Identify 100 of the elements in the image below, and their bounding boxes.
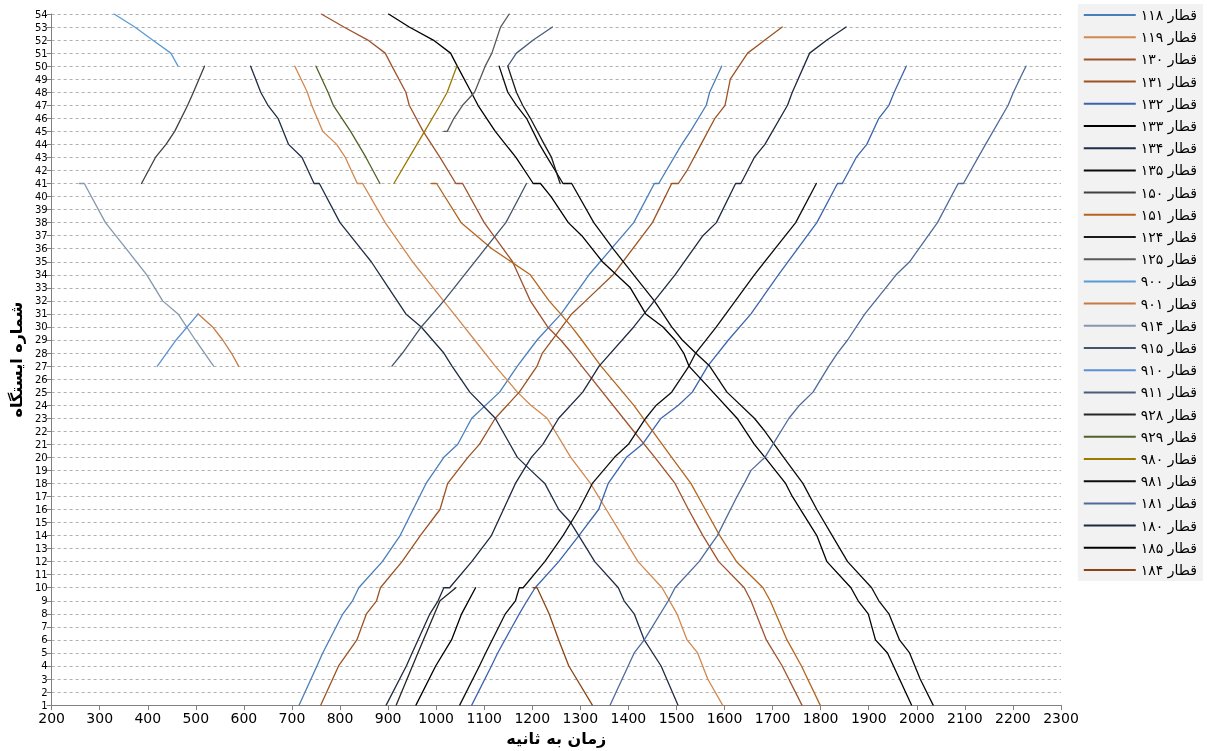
y-tick-label: 45 xyxy=(34,125,48,137)
legend-label: قطار ۱۸۱ xyxy=(1140,495,1198,513)
y-tick-label: 36 xyxy=(34,243,48,255)
legend-label: قطار ۱۳۰ xyxy=(1140,51,1198,69)
y-tick-label: 10 xyxy=(34,582,48,594)
y-tick-label: 52 xyxy=(34,34,48,46)
y-tick-label: 40 xyxy=(34,191,48,203)
y-tick-label: 5 xyxy=(41,647,48,659)
y-tick-label: 42 xyxy=(34,164,48,176)
y-axis-title: شماره ایستگاه xyxy=(6,301,26,418)
y-tick-label: 6 xyxy=(41,634,48,646)
y-tick-label: 20 xyxy=(34,451,48,463)
y-tick-label: 38 xyxy=(34,217,48,229)
y-tick-label: 53 xyxy=(34,21,48,33)
y-tick-label: 44 xyxy=(34,138,48,150)
legend-label: قطار ۹۱۰ xyxy=(1140,362,1198,380)
legend-label: قطار ۹۲۹ xyxy=(1140,428,1198,446)
y-tick-label: 9 xyxy=(41,595,48,607)
x-axis-title: زمان به ثانیه xyxy=(506,728,607,748)
x-tick-label: 600 xyxy=(230,710,258,727)
y-tick-label: 19 xyxy=(34,464,48,476)
x-tick-label: 1900 xyxy=(850,710,887,727)
x-tick-label: 1200 xyxy=(514,710,551,727)
x-tick-label: 1100 xyxy=(466,710,503,727)
y-tick-label: 29 xyxy=(34,334,48,346)
x-tick-label: 700 xyxy=(278,710,306,727)
y-tick-label: 4 xyxy=(41,660,48,672)
y-tick-label: 1 xyxy=(41,699,48,711)
y-tick-label: 12 xyxy=(34,556,48,568)
x-tick-label: 1400 xyxy=(610,710,647,727)
legend-label: قطار ۱۱۸ xyxy=(1140,7,1198,24)
x-tick-label: 500 xyxy=(182,710,210,727)
y-tick-label: 54 xyxy=(34,8,48,20)
legend-label: قطار ۱۲۴ xyxy=(1140,229,1198,246)
y-tick-label: 30 xyxy=(34,321,48,333)
y-tick-label: 25 xyxy=(34,386,48,398)
y-tick-label: 28 xyxy=(34,347,48,359)
y-tick-label: 14 xyxy=(34,530,48,542)
y-tick-label: 35 xyxy=(34,256,48,268)
x-tick-label: 1000 xyxy=(418,710,454,727)
x-tick-label: 1600 xyxy=(706,710,743,727)
y-tick-label: 49 xyxy=(34,73,48,85)
legend-label: قطار ۱۸۴ xyxy=(1140,562,1198,579)
x-tick-label: 2300 xyxy=(1043,710,1079,727)
y-tick-label: 31 xyxy=(34,308,48,320)
y-tick-label: 3 xyxy=(41,673,48,685)
legend-label: قطار ۹۱۵ xyxy=(1140,340,1198,357)
y-tick-label: 51 xyxy=(34,47,48,59)
legend-label: قطار ۱۱۹ xyxy=(1140,29,1198,47)
y-tick-label: 47 xyxy=(34,99,48,111)
y-tick-label: 2 xyxy=(41,686,48,698)
y-tick-label: 43 xyxy=(34,151,48,163)
y-tick-label: 46 xyxy=(34,112,48,124)
y-tick-label: 13 xyxy=(34,543,48,555)
legend-label: قطار ۹۸۰ xyxy=(1140,451,1198,468)
y-tick-label: 39 xyxy=(34,204,48,216)
y-tick-label: 8 xyxy=(41,608,48,620)
y-tick-label: 41 xyxy=(34,178,48,190)
legend-label: قطار ۹۱۱ xyxy=(1140,384,1198,402)
y-tick-label: 7 xyxy=(41,621,48,633)
x-tick-label: 1500 xyxy=(658,710,695,727)
legend-label: قطار ۱۸۰ xyxy=(1140,517,1198,535)
x-tick-label: 400 xyxy=(134,710,162,727)
x-tick-label: 1800 xyxy=(802,710,839,727)
y-tick-label: 50 xyxy=(34,60,48,72)
x-tick-label: 2000 xyxy=(898,710,935,727)
y-tick-label: 23 xyxy=(34,412,48,424)
y-tick-label: 34 xyxy=(34,269,48,281)
x-tick-label: 2100 xyxy=(947,710,983,727)
legend-label: قطار ۱۳۱ xyxy=(1140,73,1198,91)
y-tick-label: 24 xyxy=(34,399,48,411)
y-tick-label: 48 xyxy=(34,86,48,98)
x-tick-label: 1700 xyxy=(754,710,791,727)
legend-label: قطار ۹۲۸ xyxy=(1140,406,1198,424)
y-tick-label: 27 xyxy=(34,360,48,372)
legend-label: قطار ۹۱۴ xyxy=(1140,317,1198,335)
legend-label: قطار ۱۳۲ xyxy=(1140,95,1198,113)
x-tick-label: 900 xyxy=(374,710,402,727)
x-tick-label: 2200 xyxy=(995,710,1031,727)
legend-label: قطار ۱۳۳ xyxy=(1140,118,1198,135)
legend-label: قطار ۱۸۵ xyxy=(1140,539,1198,557)
legend-label: قطار ۱۳۵ xyxy=(1140,162,1198,180)
legend-label: قطار ۱۵۰ xyxy=(1140,184,1198,202)
x-tick-label: 200 xyxy=(38,710,65,727)
y-tick-label: 21 xyxy=(34,438,48,450)
legend-label: قطار ۱۲۵ xyxy=(1140,251,1198,269)
y-tick-label: 17 xyxy=(34,490,48,502)
y-tick-label: 37 xyxy=(34,230,48,242)
y-tick-label: 22 xyxy=(34,425,48,437)
x-tick-label: 1300 xyxy=(562,710,599,727)
y-tick-label: 32 xyxy=(34,295,48,307)
legend-label: قطار ۹۸۱ xyxy=(1140,473,1198,491)
y-tick-label: 11 xyxy=(34,569,48,581)
x-tick-label: 300 xyxy=(86,710,114,727)
y-tick-label: 18 xyxy=(34,477,48,489)
y-tick-label: 16 xyxy=(34,504,48,516)
legend-label: قطار ۱۵۱ xyxy=(1140,206,1198,224)
legend-label: قطار ۱۳۴ xyxy=(1140,140,1198,158)
legend-label: قطار ۹۰۰ xyxy=(1140,273,1198,291)
legend-label: قطار ۹۰۱ xyxy=(1140,295,1198,313)
